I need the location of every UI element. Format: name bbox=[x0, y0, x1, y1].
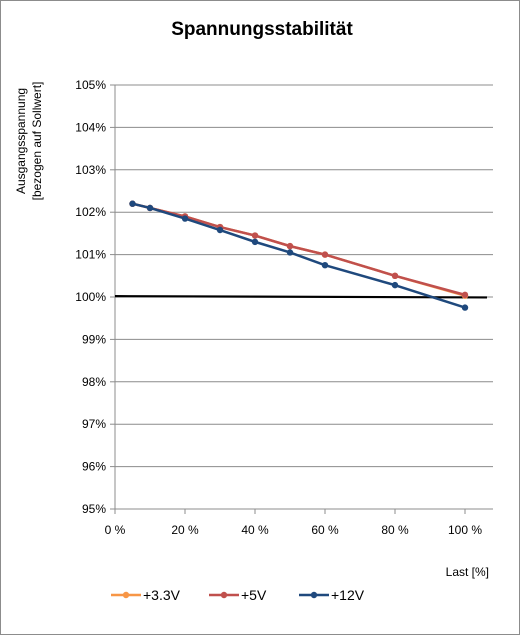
legend-item: +5V bbox=[209, 587, 267, 603]
x-tick-label: 20 % bbox=[171, 523, 199, 537]
y-tick-label: 95% bbox=[82, 502, 106, 516]
x-tick-label: 40 % bbox=[241, 523, 269, 537]
y-tick-label: 105% bbox=[75, 78, 106, 92]
data-point bbox=[251, 232, 259, 239]
x-tick-label: 0 % bbox=[105, 523, 126, 537]
data-point bbox=[146, 204, 154, 212]
legend-swatch-marker bbox=[220, 591, 228, 599]
data-point bbox=[391, 281, 399, 289]
reference-line-100 bbox=[114, 295, 488, 299]
data-point bbox=[391, 272, 399, 279]
y-axis-label: Ausgangsspannung [bezogen auf Sollwert] bbox=[14, 82, 44, 201]
y-tick-label: 98% bbox=[82, 375, 106, 389]
legend: +3.3V +5V +12V bbox=[111, 587, 365, 603]
legend-swatch-marker bbox=[122, 591, 130, 599]
legend-label: +3.3V bbox=[143, 587, 181, 603]
x-tick-label: 80 % bbox=[381, 523, 409, 537]
data-point bbox=[286, 242, 294, 250]
data-point bbox=[461, 291, 469, 299]
x-axis-label: Last [%] bbox=[446, 565, 489, 579]
data-point bbox=[129, 200, 136, 207]
series-+12V bbox=[129, 200, 469, 311]
y-tick-label: 101% bbox=[75, 248, 106, 262]
y-tick-label: 100% bbox=[75, 290, 106, 304]
data-point bbox=[216, 226, 224, 234]
y-axis-label-line-2: [bezogen auf Sollwert] bbox=[30, 82, 44, 201]
legend-label: +5V bbox=[241, 587, 267, 603]
y-tick-labels: 95% 96% 97% 98% 99% 100% 101% 102% 103% 104% 105% bbox=[75, 78, 106, 516]
legend-swatch-marker bbox=[310, 591, 318, 599]
y-axis-label-line-1: Ausgangsspannung bbox=[14, 88, 28, 194]
y-tick-label: 96% bbox=[82, 460, 106, 474]
chart-title: Spannungsstabilität bbox=[171, 19, 353, 40]
x-tick-label: 60 % bbox=[311, 523, 339, 537]
data-point bbox=[181, 215, 189, 222]
y-tick-label: 104% bbox=[75, 120, 106, 134]
y-tick-label: 99% bbox=[82, 332, 106, 346]
legend-item: +12V bbox=[299, 587, 365, 603]
data-point bbox=[251, 238, 259, 246]
y-tick-label: 103% bbox=[75, 163, 106, 177]
y-tick-label: 102% bbox=[75, 205, 106, 219]
x-tick-label: 100 % bbox=[448, 523, 482, 537]
data-point bbox=[461, 304, 469, 311]
y-tick-label: 97% bbox=[82, 417, 106, 431]
legend-item: +3.3V bbox=[111, 587, 181, 603]
series-lines bbox=[129, 200, 469, 311]
data-point bbox=[286, 249, 294, 256]
data-point bbox=[321, 251, 329, 258]
x-tick-labels: 0 % 20 % 40 % 60 % 80 % 100 % bbox=[105, 509, 482, 537]
data-point bbox=[321, 262, 329, 269]
legend-label: +12V bbox=[331, 587, 365, 603]
reference-line bbox=[114, 295, 488, 299]
